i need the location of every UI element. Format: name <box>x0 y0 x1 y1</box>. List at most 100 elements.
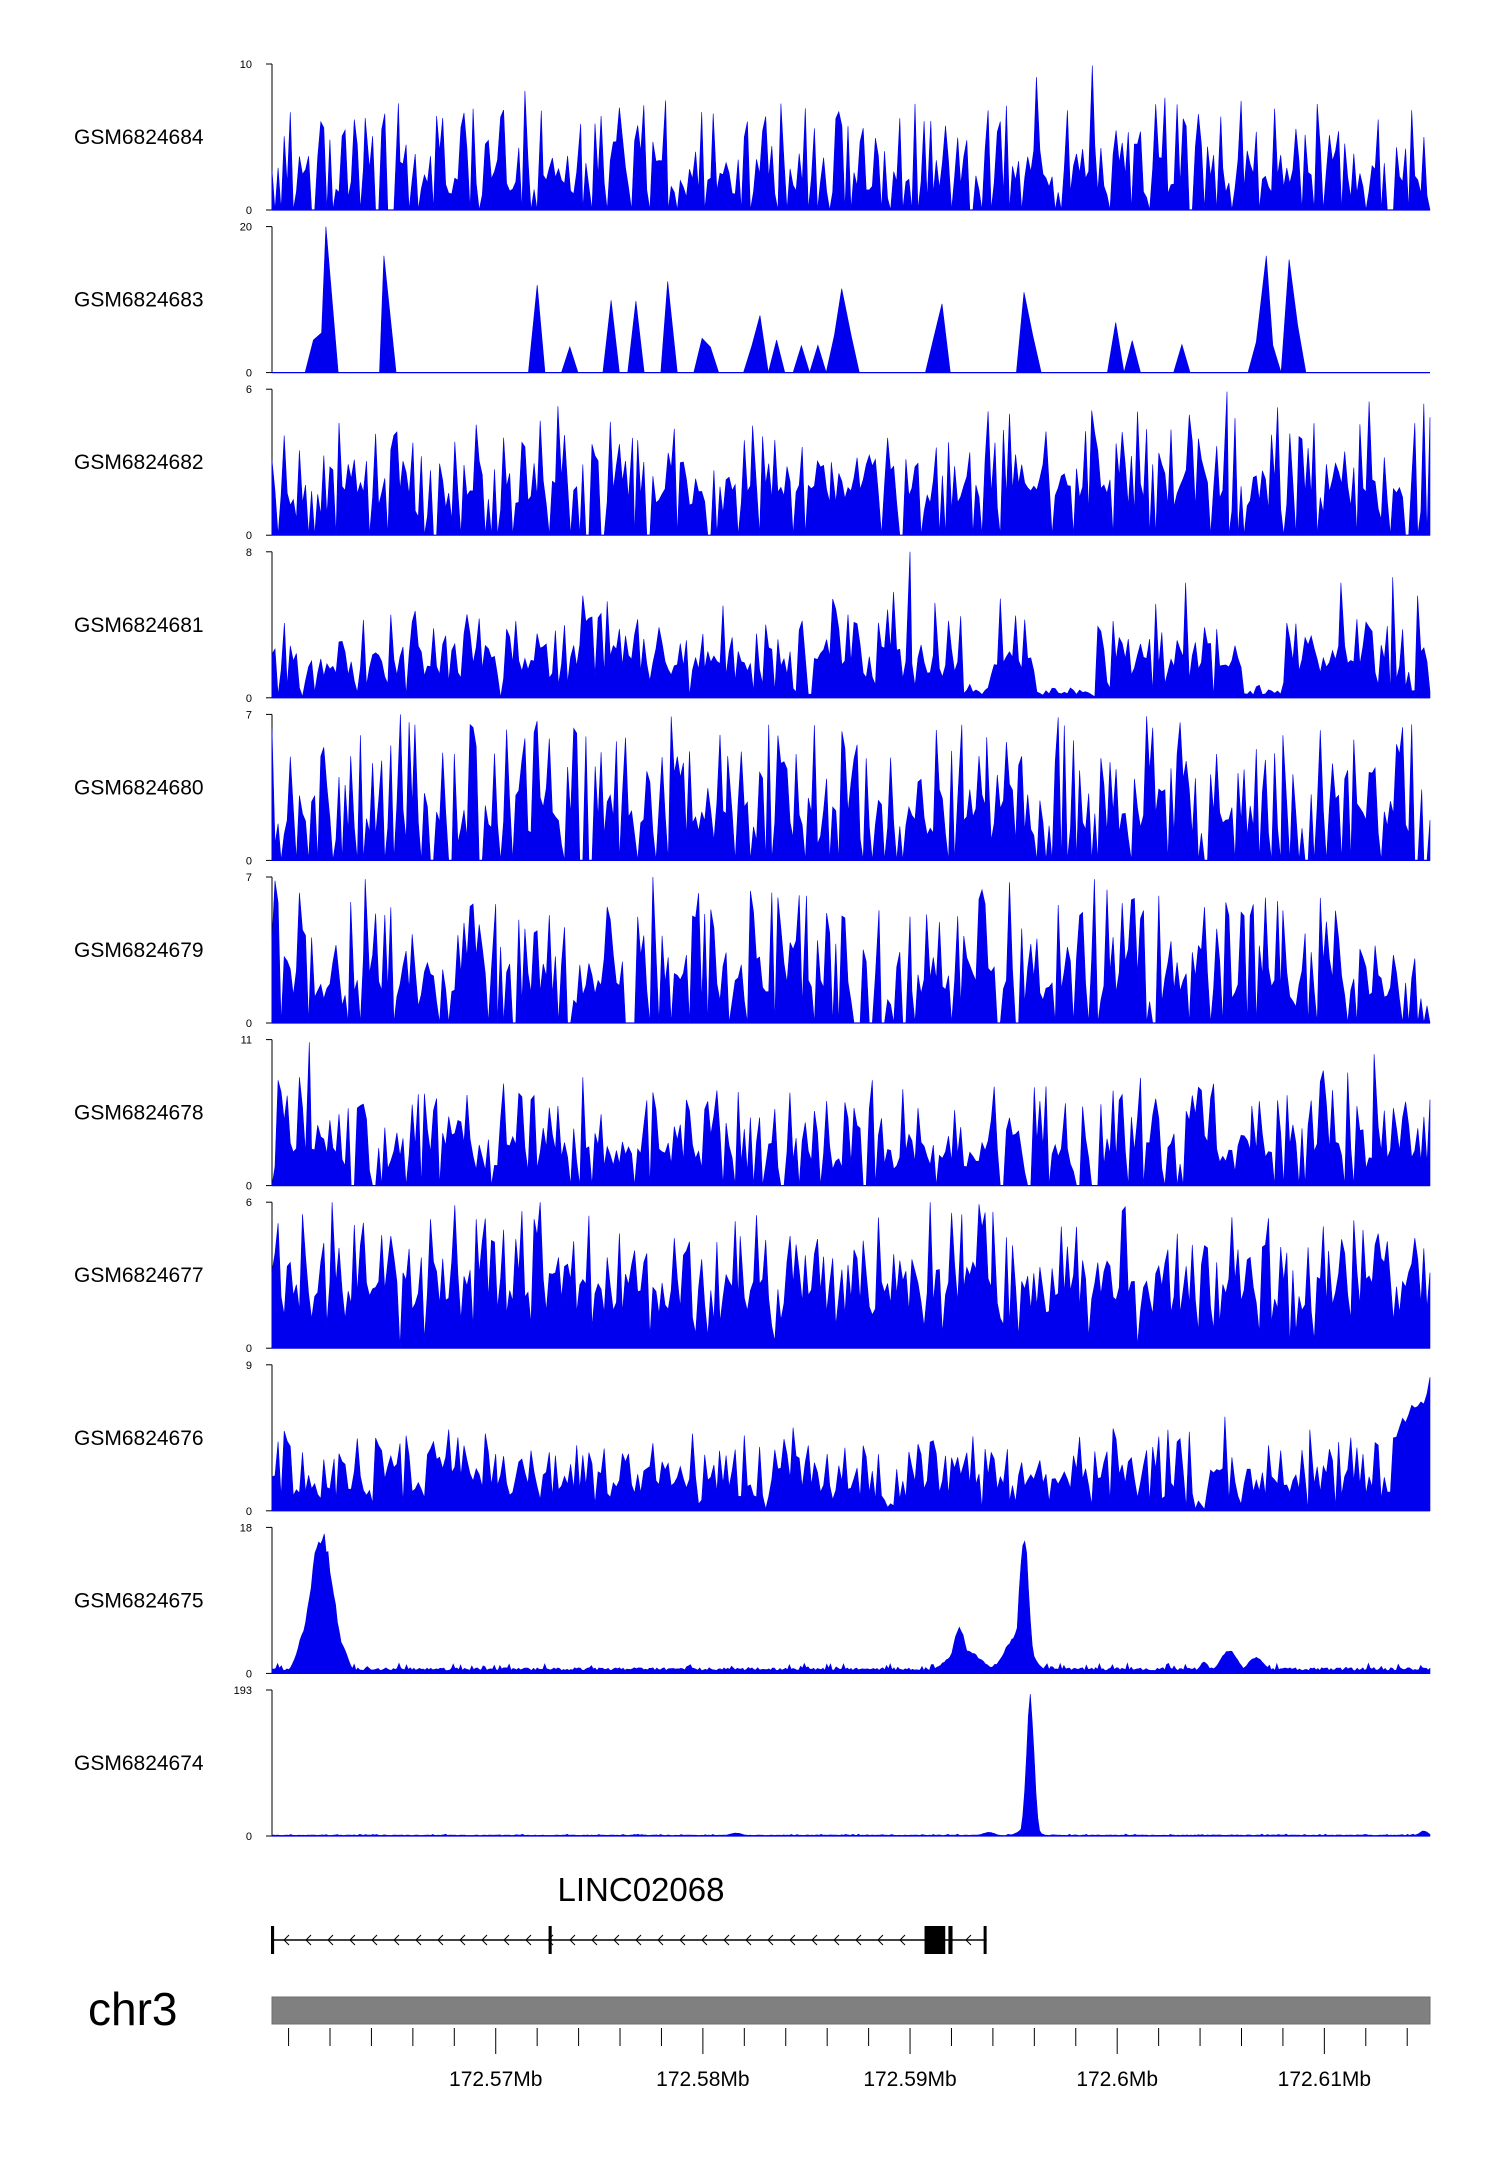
strand-chevron <box>745 1934 752 1946</box>
gene-annotation-track: LINC02068 <box>271 1871 987 1954</box>
track-y-max-label: 8 <box>246 547 252 559</box>
track-signal-area <box>271 1042 1431 1186</box>
track-GSM6824677: GSM6824677 6 0 <box>74 1197 1431 1355</box>
strand-chevron <box>855 1934 862 1946</box>
track-label: GSM6824683 <box>74 289 204 312</box>
strand-chevron <box>503 1934 510 1946</box>
strand-chevron <box>459 1934 466 1946</box>
track-y-min-label: 0 <box>246 1343 252 1355</box>
track-GSM6824683: GSM6824683 20 0 <box>74 222 1430 380</box>
gene-exon-tick <box>948 1926 953 1954</box>
track-GSM6824682: GSM6824682 6 0 <box>74 384 1431 542</box>
track-GSM6824674: GSM6824674 193 0 <box>74 1685 1431 1843</box>
strand-chevron <box>833 1934 840 1946</box>
track-y-min-label: 0 <box>246 1018 252 1030</box>
track-signal-area <box>271 65 1431 211</box>
track-GSM6824681: GSM6824681 8 0 <box>74 547 1431 705</box>
track-label: GSM6824679 <box>74 939 204 962</box>
strand-chevron <box>437 1934 444 1946</box>
track-label: GSM6824676 <box>74 1427 204 1450</box>
track-label: GSM6824684 <box>74 126 204 149</box>
track-y-min-label: 0 <box>246 205 252 217</box>
track-y-max-label: 18 <box>240 1522 252 1534</box>
track-y-max-label: 9 <box>246 1360 252 1372</box>
track-y-max-label: 7 <box>246 709 252 721</box>
track-GSM6824679: GSM6824679 7 0 <box>74 872 1431 1030</box>
track-y-min-label: 0 <box>246 855 252 867</box>
gene-exon-tick <box>983 1926 987 1954</box>
track-label: GSM6824677 <box>74 1264 204 1287</box>
strand-chevron <box>965 1934 972 1946</box>
track-GSM6824675: GSM6824675 18 0 <box>74 1522 1431 1680</box>
x-axis-tick-label: 172.58Mb <box>656 2068 749 2091</box>
genome-axis-track: chr3 172.57Mb 172.58Mb 172.59Mb 172.6Mb 172.6… <box>88 1983 1431 2091</box>
gene-exon-tick <box>271 1926 275 1954</box>
strand-chevron <box>569 1934 576 1946</box>
strand-chevron <box>393 1934 400 1946</box>
strand-chevron <box>613 1934 620 1946</box>
strand-chevron <box>657 1934 664 1946</box>
track-label: GSM6824680 <box>74 776 204 799</box>
track-y-min-label: 0 <box>246 368 252 380</box>
track-label: GSM6824682 <box>74 451 204 474</box>
track-signal-area <box>271 391 1431 536</box>
strand-chevron <box>723 1934 730 1946</box>
track-label: GSM6824678 <box>74 1102 204 1125</box>
track-GSM6824678: GSM6824678 11 0 <box>74 1035 1431 1193</box>
strand-chevron <box>525 1934 532 1946</box>
strand-chevron <box>767 1934 774 1946</box>
track-y-min-label: 0 <box>246 1668 252 1680</box>
gene-exon-block <box>924 1926 946 1954</box>
strand-chevron <box>635 1934 642 1946</box>
track-y-max-label: 20 <box>240 222 252 234</box>
track-label: GSM6824675 <box>74 1589 204 1612</box>
track-signal-area <box>271 1202 1431 1349</box>
chromosome-label: chr3 <box>88 1983 177 2035</box>
track-signal-area <box>271 714 1431 861</box>
track-y-max-label: 7 <box>246 872 252 884</box>
track-signal-area <box>271 1693 1431 1837</box>
strand-chevron <box>591 1934 598 1946</box>
strand-chevron <box>811 1934 818 1946</box>
track-GSM6824676: GSM6824676 9 0 <box>74 1360 1431 1518</box>
strand-chevron <box>349 1934 356 1946</box>
track-GSM6824680: GSM6824680 7 0 <box>74 709 1431 867</box>
track-y-max-label: 6 <box>246 384 252 396</box>
track-label: GSM6824681 <box>74 614 204 637</box>
strand-chevron <box>789 1934 796 1946</box>
strand-chevron <box>481 1934 488 1946</box>
track-signal-area <box>271 551 1431 699</box>
track-y-min-label: 0 <box>246 1506 252 1518</box>
track-signal-area <box>271 1377 1431 1512</box>
track-y-min-label: 0 <box>246 1831 252 1843</box>
track-y-max-label: 6 <box>246 1197 252 1209</box>
strand-chevron <box>679 1934 686 1946</box>
track-signal-area <box>271 1533 1431 1674</box>
strand-chevron <box>877 1934 884 1946</box>
track-GSM6824684: GSM6824684 10 0 <box>74 59 1431 217</box>
track-y-min-label: 0 <box>246 693 252 705</box>
strand-chevron <box>701 1934 708 1946</box>
strand-chevron <box>305 1934 312 1946</box>
track-y-min-label: 0 <box>246 530 252 542</box>
strand-chevrons <box>283 1934 972 1946</box>
track-y-min-label: 0 <box>246 1181 252 1193</box>
gene-name-label: LINC02068 <box>558 1871 725 1908</box>
track-y-max-label: 11 <box>241 1035 252 1047</box>
signal-tracks: GSM6824684100GSM6824683200GSM682468260GS… <box>74 59 1431 1843</box>
track-y-max-label: 193 <box>234 1685 252 1697</box>
track-signal-area <box>272 226 1430 374</box>
x-axis-tick-label: 172.57Mb <box>449 2068 542 2091</box>
strand-chevron <box>327 1934 334 1946</box>
gene-exon-tick <box>548 1926 552 1954</box>
x-axis-tick-label: 172.59Mb <box>863 2068 956 2091</box>
track-label: GSM6824674 <box>74 1752 204 1775</box>
track-signal-area <box>271 876 1431 1024</box>
strand-chevron <box>283 1934 290 1946</box>
strand-chevron <box>371 1934 378 1946</box>
track-y-max-label: 10 <box>240 59 252 71</box>
strand-chevron <box>415 1934 422 1946</box>
x-axis-tick-label: 172.61Mb <box>1278 2068 1371 2091</box>
strand-chevron <box>899 1934 906 1946</box>
